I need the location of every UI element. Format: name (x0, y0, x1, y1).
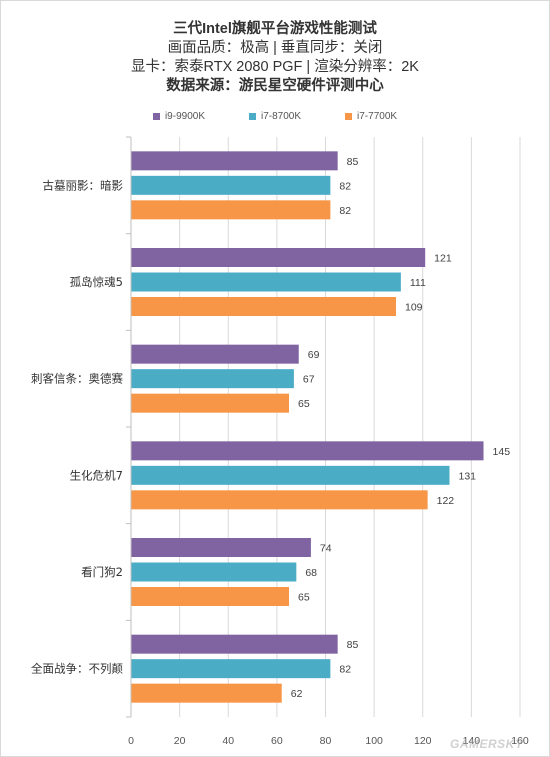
gamersky-watermark: GAMERSKY (450, 737, 524, 751)
bar (131, 248, 426, 267)
bar (131, 659, 331, 679)
x-tick-label: 80 (320, 735, 332, 747)
data-label: 131 (458, 470, 476, 482)
data-label: 82 (339, 205, 351, 217)
chart-subtitle-source: 数据来源：游民星空硬件评测中心 (166, 78, 384, 94)
category-label: 看门狗2 (81, 565, 123, 579)
x-tick-label: 20 (174, 735, 186, 747)
legend-swatch (248, 113, 256, 120)
bar (131, 634, 338, 654)
category-label: 孤岛惊魂5 (70, 275, 123, 289)
legend-swatch (152, 113, 160, 120)
data-label: 65 (298, 398, 310, 410)
data-label: 82 (339, 180, 351, 192)
bar (131, 441, 484, 461)
x-tick-label: 40 (222, 735, 234, 747)
data-label: 67 (303, 374, 315, 386)
bar (131, 538, 311, 557)
chart-subtitle-settings: 画面品质：极高 | 垂直同步：关闭 (167, 40, 383, 56)
chart-legend: i9-9900K i7-8700K i7-7700K (0, 111, 550, 122)
x-tick-label: 100 (365, 735, 383, 747)
legend-swatch (345, 113, 353, 120)
data-label: 62 (291, 688, 303, 700)
legend-item-i7-8700k: i7-8700K (248, 111, 302, 122)
data-label: 85 (347, 156, 359, 168)
bar (131, 297, 397, 316)
data-label: 69 (308, 349, 320, 361)
chart-title: 三代Intel旗舰平台游戏性能测试 (173, 21, 377, 37)
data-label: 121 (434, 253, 452, 265)
bar (131, 465, 450, 485)
data-label: 111 (410, 277, 426, 289)
category-label: 古墓丽影：暗影 (43, 178, 124, 192)
bar (131, 587, 290, 606)
x-tick-label: 160 (511, 735, 529, 747)
legend-label: i9-9900K (164, 111, 205, 122)
bar (131, 344, 299, 364)
bar (131, 562, 297, 582)
x-tick-label: 0 (128, 735, 134, 747)
category-label: 刺客信条：奥德赛 (31, 372, 123, 386)
x-tick-label: 60 (271, 735, 283, 747)
legend-item-i9-9900k: i9-9900K (152, 111, 205, 122)
bar (131, 683, 282, 703)
bar (131, 200, 331, 220)
bar (131, 369, 294, 389)
bar (131, 175, 331, 195)
data-label: 74 (320, 543, 332, 555)
bar (131, 272, 401, 292)
x-tick-label: 140 (463, 735, 481, 747)
bar (131, 393, 290, 413)
x-tick-label: 120 (414, 735, 432, 747)
data-label: 68 (305, 567, 317, 579)
data-label: 145 (493, 446, 511, 458)
chart-titles: 三代Intel旗舰平台游戏性能测试 画面品质：极高 | 垂直同步：关闭 显卡：索… (0, 20, 550, 96)
category-label: 生化危机7 (70, 468, 123, 482)
legend-label: i7-8700K (260, 111, 302, 122)
legend-item-i7-7700k: i7-7700K (345, 111, 397, 122)
category-label: 全面战争：不列颠 (31, 662, 123, 676)
bar (131, 151, 338, 171)
legend-label: i7-7700K (357, 111, 398, 122)
data-label: 82 (339, 664, 351, 676)
data-label: 122 (437, 495, 455, 507)
bar (131, 490, 428, 510)
chart-subtitle-gpu: 显卡：索泰RTX 2080 PGF | 渲染分辨率：2K (131, 59, 419, 75)
data-label: 65 (298, 592, 310, 604)
data-label: 109 (405, 302, 423, 314)
data-label: 85 (347, 639, 359, 651)
